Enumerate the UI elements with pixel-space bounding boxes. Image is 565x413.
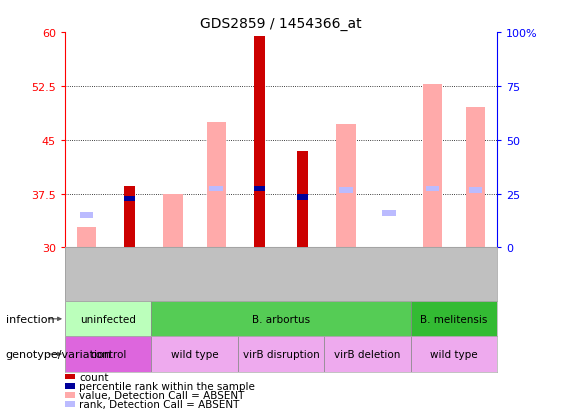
Text: control: control [90,349,127,359]
Text: count: count [79,372,108,382]
Bar [254,186,265,192]
Text: B. melitensis: B. melitensis [420,314,488,324]
Title: GDS2859 / 1454366_at: GDS2859 / 1454366_at [200,17,362,31]
Bar [339,188,353,193]
Bar [77,228,96,248]
Bar [151,301,411,337]
Bar [207,123,226,248]
Bar [80,213,93,218]
Text: B. arbortus: B. arbortus [252,314,310,324]
Bar [65,301,151,337]
Text: virB deletion: virB deletion [334,349,401,359]
Text: wild type: wild type [171,349,219,359]
Bar [297,151,308,248]
Bar [469,188,483,193]
Bar [383,211,396,216]
Text: wild type: wild type [430,349,478,359]
Bar [124,196,135,202]
Text: rank, Detection Call = ABSENT: rank, Detection Call = ABSENT [79,399,240,409]
Text: infection: infection [6,314,54,324]
Bar [254,37,265,248]
Bar [336,125,355,248]
Bar [411,301,497,337]
Bar [151,337,238,372]
Bar [466,108,485,248]
Bar [411,337,497,372]
Text: genotype/variation: genotype/variation [6,349,112,359]
Bar [65,337,151,372]
Text: percentile rank within the sample: percentile rank within the sample [79,381,255,391]
Bar [163,194,182,248]
Bar [124,187,135,248]
Bar [324,337,411,372]
Bar [425,186,439,192]
Bar [423,85,442,248]
Text: uninfected: uninfected [80,314,136,324]
Bar [210,186,223,192]
Text: value, Detection Call = ABSENT: value, Detection Call = ABSENT [79,390,245,400]
Bar [238,337,324,372]
Text: virB disruption: virB disruption [243,349,319,359]
Bar [297,195,308,201]
